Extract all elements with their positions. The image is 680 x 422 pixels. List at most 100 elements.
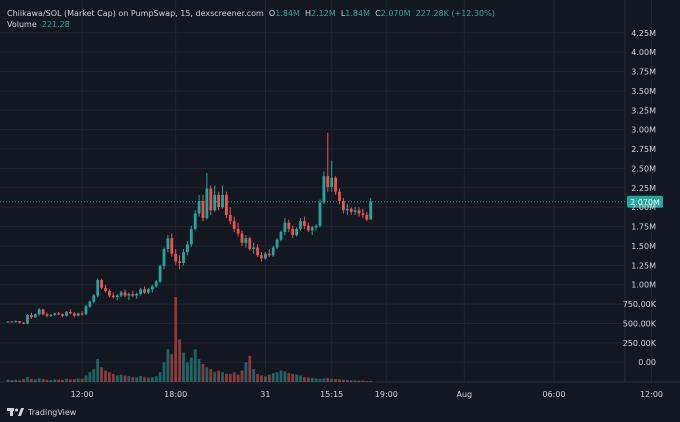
candle bbox=[318, 199, 322, 228]
volume-bar bbox=[147, 377, 150, 382]
volume-bar bbox=[123, 375, 127, 382]
volume-bar bbox=[334, 379, 337, 382]
candle-body bbox=[252, 247, 256, 250]
y-tick-label: 1.00M bbox=[631, 281, 656, 290]
candle-body bbox=[104, 287, 107, 291]
candle bbox=[41, 308, 45, 316]
candle bbox=[10, 320, 14, 323]
y-tick-label: 1.75M bbox=[631, 223, 656, 232]
x-tick-label: 06:00 bbox=[542, 390, 565, 399]
candle bbox=[84, 304, 88, 315]
volume-bar bbox=[100, 367, 103, 382]
volume-bar bbox=[236, 374, 240, 382]
candle-body bbox=[150, 286, 154, 290]
volume-bar bbox=[80, 378, 84, 382]
volume-bar bbox=[283, 371, 287, 382]
volume-bar bbox=[57, 379, 61, 382]
volume-bar bbox=[72, 379, 76, 382]
candle bbox=[104, 284, 107, 293]
candle-body bbox=[330, 177, 334, 188]
candle-body bbox=[271, 247, 275, 256]
volume-bar bbox=[26, 377, 29, 382]
candle bbox=[228, 207, 232, 225]
volume-bar bbox=[6, 379, 10, 382]
candle bbox=[244, 235, 248, 248]
candle-body bbox=[61, 314, 64, 316]
volume-bar bbox=[306, 377, 310, 382]
volume-bar bbox=[166, 349, 170, 382]
volume-bar bbox=[369, 381, 373, 382]
y-tick-label: 250.00K bbox=[623, 339, 657, 348]
volume-label: Volume bbox=[7, 20, 37, 29]
candle bbox=[65, 311, 68, 317]
candle bbox=[240, 230, 244, 246]
candle bbox=[186, 241, 189, 256]
candle-body bbox=[14, 321, 18, 323]
price-axis[interactable]: 0.00 250.00K 500.00K 750.00K 1.00M 1.25M 1.50M… bbox=[623, 29, 657, 367]
candle-body bbox=[72, 313, 76, 316]
candle bbox=[80, 311, 84, 316]
tradingview-icon bbox=[7, 408, 24, 416]
y-tick-label: 3.75M bbox=[631, 68, 656, 77]
candle bbox=[119, 290, 123, 298]
y-tick-label: 1.25M bbox=[631, 261, 656, 270]
volume-bar bbox=[197, 359, 201, 382]
candle-body bbox=[283, 222, 287, 232]
candle bbox=[143, 286, 146, 295]
candle bbox=[365, 211, 369, 222]
time-axis[interactable]: 12:00 18:00 31 15:15 19:00 Aug 06:00 12:00 bbox=[71, 390, 663, 399]
x-tick-label: 19:00 bbox=[375, 390, 398, 399]
candle bbox=[131, 290, 135, 298]
candle bbox=[72, 311, 76, 318]
candle-body bbox=[76, 313, 80, 316]
candle-body bbox=[135, 294, 139, 296]
candle-body bbox=[291, 228, 295, 236]
candle-body bbox=[119, 292, 123, 296]
candle-body bbox=[186, 244, 189, 253]
candle-body bbox=[127, 294, 131, 296]
volume-bar bbox=[287, 373, 291, 382]
candle-body bbox=[41, 309, 45, 315]
candle bbox=[166, 235, 170, 253]
candle-body bbox=[131, 294, 135, 296]
candle-body bbox=[209, 188, 213, 211]
y-tick-label: 2.00M bbox=[631, 203, 656, 212]
candle-series bbox=[6, 132, 373, 325]
volume-bar bbox=[228, 373, 232, 382]
volume-bar bbox=[22, 379, 25, 382]
candle bbox=[88, 300, 92, 308]
candle-body bbox=[310, 227, 314, 231]
candle-body bbox=[139, 289, 142, 295]
high-value: 2.12M bbox=[311, 9, 336, 18]
candle-body bbox=[299, 221, 302, 229]
candle bbox=[139, 287, 142, 296]
candle bbox=[18, 321, 22, 324]
volume-bar bbox=[201, 364, 205, 382]
volume-bar bbox=[244, 362, 248, 382]
candle bbox=[236, 222, 240, 237]
candle bbox=[57, 311, 61, 315]
volume-bar bbox=[115, 375, 119, 382]
volume-bar bbox=[96, 359, 100, 382]
y-tick-label: 3.00M bbox=[631, 126, 656, 135]
y-tick-label: 3.25M bbox=[631, 106, 656, 115]
volume-bar bbox=[271, 373, 275, 382]
candle-body bbox=[53, 313, 57, 315]
open-value: 1.84M bbox=[275, 9, 300, 18]
volume-bar bbox=[248, 355, 252, 382]
candle bbox=[271, 245, 275, 257]
candle bbox=[306, 222, 310, 232]
tradingview-logo[interactable]: TradingView bbox=[7, 407, 76, 417]
candle bbox=[213, 185, 217, 212]
legend-header: Chiikawa/SOL (Market Cap) on PumpSwap, 1… bbox=[7, 9, 495, 18]
change-value: 227.28K (+12.30%) bbox=[415, 9, 495, 18]
candle bbox=[295, 227, 298, 237]
tradingview-label: TradingView bbox=[28, 407, 77, 417]
last-price-line: 2.070M bbox=[0, 195, 663, 208]
volume-bar bbox=[33, 379, 37, 382]
volume-bar bbox=[30, 378, 33, 382]
candle-body bbox=[158, 266, 162, 282]
candle bbox=[205, 173, 209, 220]
volume-bar bbox=[357, 380, 361, 382]
